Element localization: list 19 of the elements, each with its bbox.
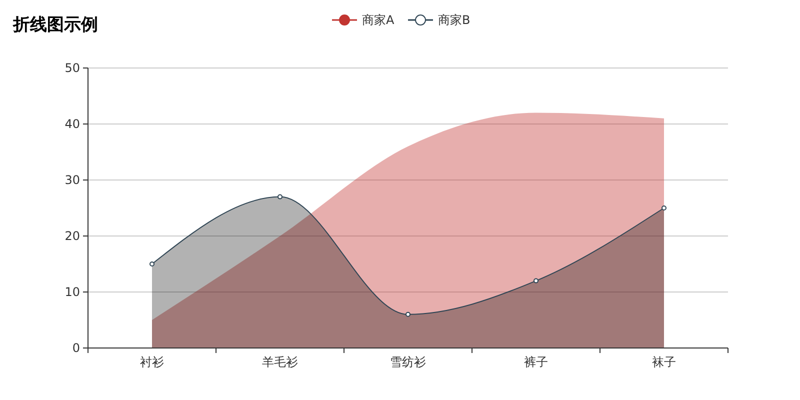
x-tick-label: 羊毛衫 — [262, 355, 298, 369]
y-tick-label: 30 — [64, 173, 80, 188]
legend-label: 商家A — [362, 13, 395, 28]
y-tick-label: 50 — [64, 61, 80, 76]
x-tick-label: 雪纺衫 — [390, 355, 426, 369]
point — [662, 206, 666, 210]
legend-label: 商家B — [438, 13, 470, 28]
point — [278, 194, 282, 200]
point — [150, 262, 154, 266]
y-tick-label: 0 — [72, 341, 80, 356]
y-tick-label: 40 — [64, 117, 80, 132]
x-tick-label: 袜子 — [652, 355, 676, 369]
y-tick-label: 20 — [64, 229, 80, 244]
x-tick-label: 裤子 — [524, 355, 548, 369]
y-tick-label: 10 — [64, 285, 80, 300]
x-tick-label: 衬衫 — [140, 355, 164, 369]
chart-title: 折线图示例 — [12, 15, 98, 35]
point — [534, 278, 538, 284]
point — [406, 312, 410, 317]
